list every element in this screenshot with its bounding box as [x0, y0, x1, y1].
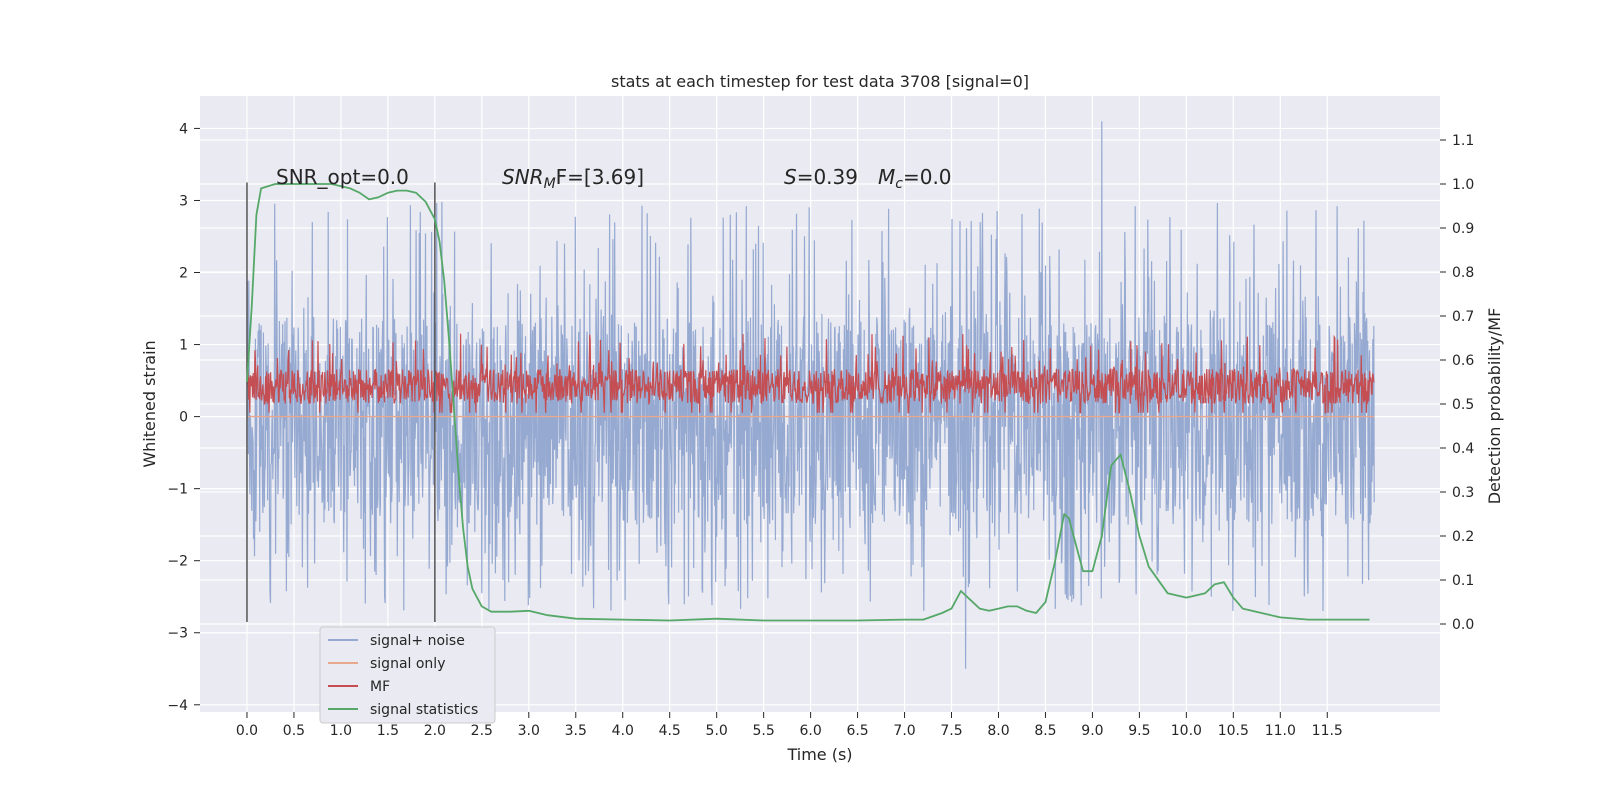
- series-signal-statistics: [246, 183, 1370, 622]
- x-tick-label: 11.0: [1265, 723, 1296, 739]
- legend-label-signal-only: signal only: [370, 656, 445, 672]
- x-tick-label: 10.5: [1218, 723, 1249, 739]
- annotation-s-value: =0.39: [797, 165, 858, 189]
- annotation-mc: Mc=0.0: [878, 165, 952, 192]
- y-left-tick-label: 4: [179, 121, 188, 137]
- x-tick-label: 1.5: [377, 723, 399, 739]
- y-left-tick-label: −3: [167, 626, 188, 642]
- legend-label-mf: MF: [370, 679, 390, 695]
- x-tick-label: 4.5: [659, 723, 681, 739]
- y-right-tick-label: 0.8: [1452, 265, 1474, 281]
- x-tick-label: 8.0: [987, 723, 1009, 739]
- x-tick-label: 8.5: [1034, 723, 1056, 739]
- annotation-snr-mf-value: F=[3.69]: [556, 165, 644, 189]
- x-axis-ticks: 0.0 0.5 1.0 1.5 2.0 2.5 3.0 3.5 4.0 4.5 5.0 5.5 6.0 6…: [236, 712, 1343, 739]
- y-right-tick-label: 0.2: [1452, 529, 1474, 545]
- x-tick-label: 9.5: [1128, 723, 1150, 739]
- annotation-s: S=0.39: [784, 165, 858, 189]
- annotation-snr-mf-symbol: SNR: [502, 165, 544, 189]
- annotation-snr-opt: SNR_opt=0.0: [276, 165, 409, 189]
- annotation-mc-subscript: c: [895, 176, 903, 192]
- y-right-tick-label: 1.1: [1452, 133, 1474, 149]
- y-left-tick-label: 3: [179, 193, 188, 209]
- x-tick-label: 3.0: [518, 723, 540, 739]
- x-tick-label: 1.0: [330, 723, 352, 739]
- x-tick-label: 7.0: [893, 723, 915, 739]
- x-tick-label: 4.0: [612, 723, 634, 739]
- x-tick-label: 6.5: [846, 723, 868, 739]
- y-right-tick-label: 0.4: [1452, 441, 1474, 457]
- x-tick-label: 2.5: [471, 723, 493, 739]
- x-tick-label: 11.5: [1312, 723, 1343, 739]
- annotation-s-symbol: S: [784, 165, 797, 189]
- y-left-tick-label: 2: [179, 266, 188, 282]
- x-tick-label: 9.0: [1081, 723, 1103, 739]
- y-right-axis-ticks: 1.1 1.0 0.9 0.8 0.7 0.6 0.5 0.4 0.3 0.2 0.1 0.0: [1440, 133, 1474, 633]
- y-left-tick-label: −4: [167, 698, 188, 714]
- y-left-axis-ticks: 4 3 2 1 0 −1 −2 −3 −4: [167, 121, 200, 714]
- y-left-tick-label: 1: [179, 338, 188, 354]
- x-tick-label: 5.5: [753, 723, 775, 739]
- x-tick-label: 10.0: [1171, 723, 1202, 739]
- annotation-snr-mf: SNRMF=[3.69]: [502, 165, 644, 192]
- x-tick-label: 3.5: [565, 723, 587, 739]
- y-right-tick-label: 0.5: [1452, 397, 1474, 413]
- y-right-tick-label: 0.3: [1452, 485, 1474, 501]
- annotation-mc-symbol: M: [878, 165, 895, 189]
- y-right-tick-label: 0.7: [1452, 309, 1474, 325]
- x-tick-label: 0.0: [236, 723, 258, 739]
- chart-title: stats at each timestep for test data 370…: [611, 72, 1029, 91]
- x-tick-label: 2.0: [424, 723, 446, 739]
- x-tick-label: 5.0: [706, 723, 728, 739]
- y-right-tick-label: 1.0: [1452, 177, 1474, 193]
- y-left-tick-label: −2: [167, 554, 188, 570]
- legend-box: [319, 626, 496, 724]
- legend: signal+ noise signal only MF signal stat…: [319, 626, 496, 724]
- y-right-tick-label: 0.1: [1452, 573, 1474, 589]
- y-right-tick-label: 0.0: [1452, 617, 1474, 633]
- y-right-tick-label: 0.6: [1452, 353, 1474, 369]
- annotation-mc-value: =0.0: [903, 165, 952, 189]
- series-line-signal-statistics: [246, 183, 1370, 622]
- vertical-markers: [246, 182, 436, 622]
- annotation-snr-mf-subscript: M: [544, 176, 556, 192]
- x-axis-label: Time (s): [786, 745, 852, 764]
- x-tick-label: 0.5: [283, 723, 305, 739]
- legend-label-signal-noise: signal+ noise: [370, 633, 465, 649]
- legend-label-signal-statistics: signal statistics: [370, 702, 478, 718]
- y-right-tick-label: 0.9: [1452, 221, 1474, 237]
- x-tick-label: 7.5: [940, 723, 962, 739]
- y-right-axis-label: Detection probability/MF: [1485, 308, 1504, 505]
- y-left-tick-label: −1: [167, 482, 188, 498]
- y-left-tick-label: 0: [179, 410, 188, 426]
- y-left-axis-label: Whitened strain: [140, 340, 159, 467]
- x-tick-label: 6.0: [799, 723, 821, 739]
